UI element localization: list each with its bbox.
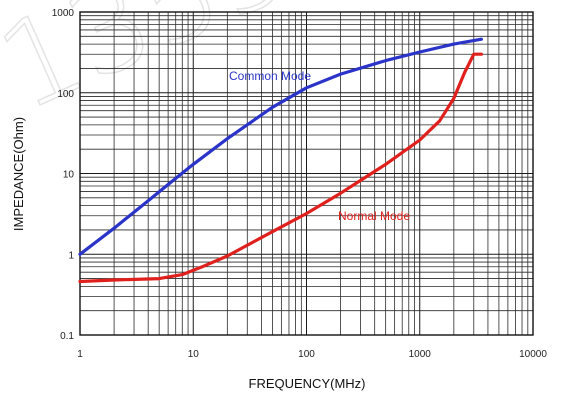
y-tick-label: 100 xyxy=(57,89,74,100)
y-axis-title: IMPEDANCE(Ohm) xyxy=(11,117,26,231)
x-tick-label: 1000 xyxy=(409,349,432,360)
y-tick-label: 1 xyxy=(68,250,74,261)
common-mode-label: Common Mode xyxy=(229,69,311,83)
normal-mode-label: Normal Mode xyxy=(338,209,410,223)
x-tick-label: 10 xyxy=(188,349,200,360)
grid-layer xyxy=(79,12,533,336)
y-tick-label: 10 xyxy=(63,170,75,181)
x-tick-label: 10000 xyxy=(519,349,547,360)
y-tick-label: 0.1 xyxy=(60,331,74,342)
x-tick-label: 1 xyxy=(77,349,83,360)
normal-mode-series-line xyxy=(78,52,483,284)
x-tick-label: 100 xyxy=(298,349,315,360)
plot-frame xyxy=(79,11,534,336)
common-mode-series-line xyxy=(78,37,483,256)
y-tick-label: 1000 xyxy=(52,8,75,19)
x-axis-title: FREQUENCY(MHz) xyxy=(249,376,366,391)
series-layer xyxy=(78,37,483,284)
